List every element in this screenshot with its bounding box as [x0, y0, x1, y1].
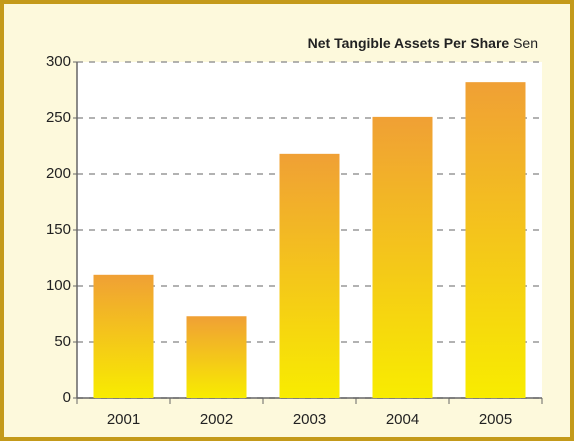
- bar: [186, 316, 247, 398]
- x-tick-label: 2004: [386, 411, 419, 428]
- title-text: Net Tangible Assets Per Share: [308, 35, 510, 51]
- y-tick-label: 250: [46, 109, 71, 126]
- y-tick-label: 50: [54, 333, 71, 350]
- bar: [465, 82, 526, 398]
- x-tick-label: 2002: [200, 411, 233, 428]
- x-tick-label: 2005: [479, 411, 512, 428]
- y-tick-label: 200: [46, 165, 71, 182]
- x-tick-label: 2003: [293, 411, 326, 428]
- y-tick-label: 150: [46, 221, 71, 238]
- y-tick-label: 100: [46, 277, 71, 294]
- y-tick-label: 0: [63, 389, 71, 406]
- chart-title: Net Tangible Assets Per Share Sen: [308, 35, 538, 51]
- y-tick-label: 300: [46, 53, 71, 70]
- bar: [372, 116, 433, 398]
- bar: [279, 153, 340, 398]
- unit-text: Sen: [513, 35, 538, 51]
- bar: [93, 274, 154, 398]
- x-tick-label: 2001: [107, 411, 140, 428]
